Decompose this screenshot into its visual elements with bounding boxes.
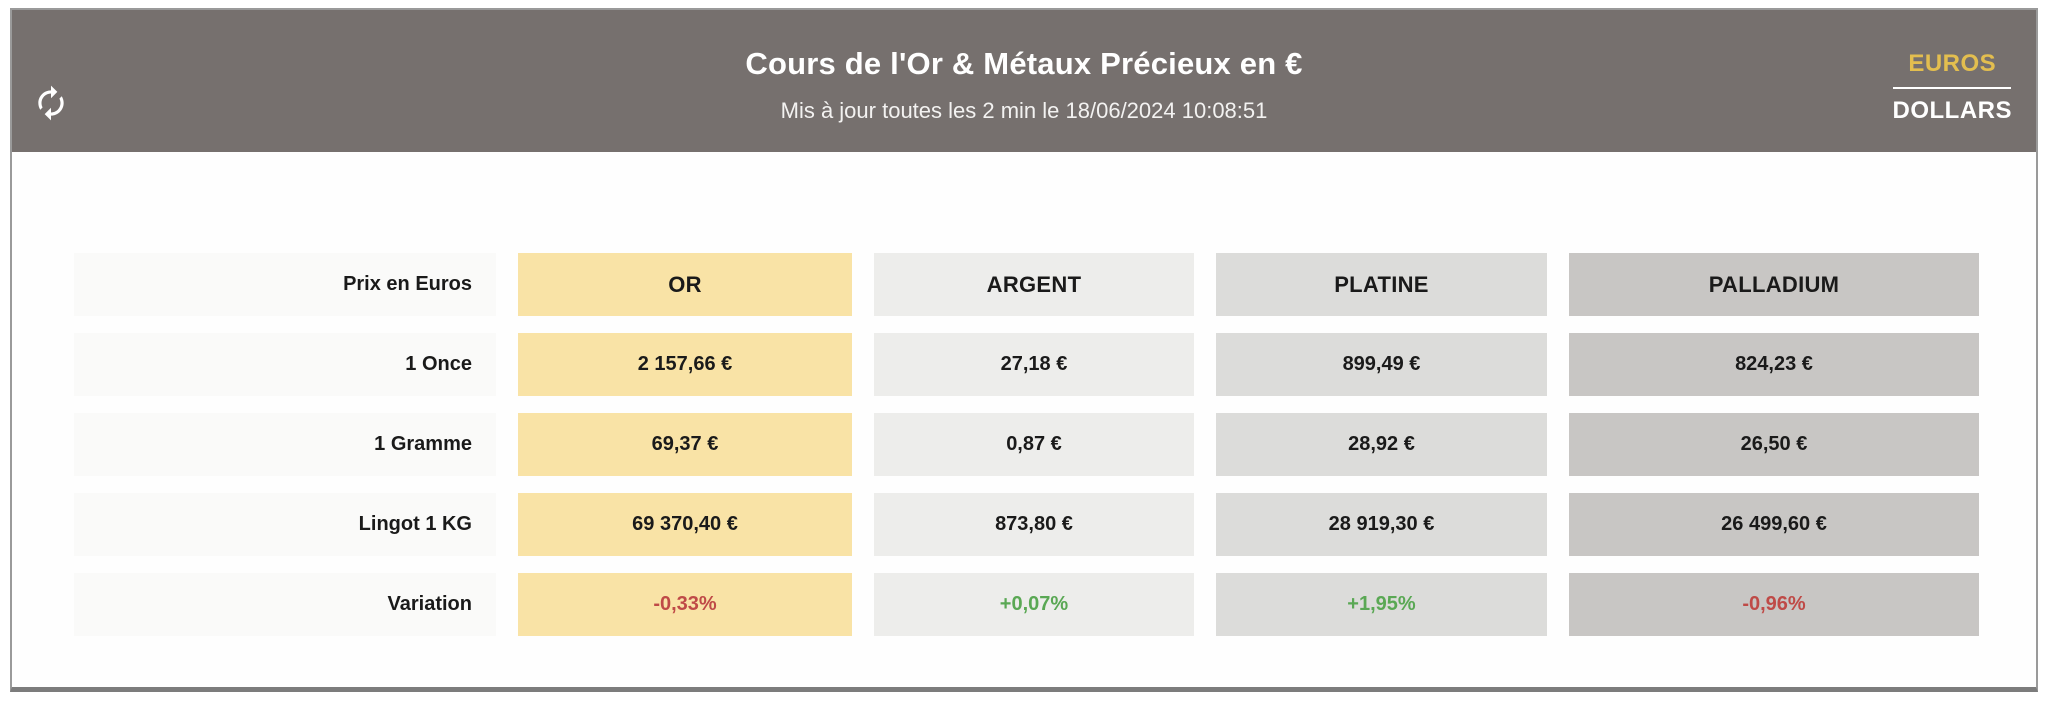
last-updated-text: Mis à jour toutes les 2 min le 18/06/202… [780,98,1268,123]
cell-platine-1-gramme: 28,92 € [1216,413,1547,476]
corner-header-prix-en-euros: Prix en Euros [74,253,496,316]
row-label-lingot-1-kg: Lingot 1 KG [74,493,496,556]
cell-or-lingot: 69 370,40 € [518,493,852,556]
currency-option-dollars[interactable]: DOLLARS [1892,97,2012,124]
cell-palladium-1-once: 824,23 € [1569,333,1979,396]
gold-price-widget: Cours de l'Or & Métaux Précieux en € Mis… [10,8,2038,692]
column-header-or: OR [518,253,852,316]
cell-argent-1-gramme: 0,87 € [874,413,1194,476]
row-label-1-once: 1 Once [74,333,496,396]
cell-platine-variation: +1,95% [1216,573,1547,636]
cell-palladium-lingot: 26 499,60 € [1569,493,1979,556]
column-header-platine: PLATINE [1216,253,1547,316]
cell-argent-1-once: 27,18 € [874,333,1194,396]
column-header-argent: ARGENT [874,253,1194,316]
cell-platine-1-once: 899,49 € [1216,333,1547,396]
cell-platine-lingot: 28 919,30 € [1216,493,1547,556]
row-label-1-gramme: 1 Gramme [74,413,496,476]
cell-palladium-1-gramme: 26,50 € [1569,413,1979,476]
cell-or-variation: -0,33% [518,573,852,636]
widget-header: Cours de l'Or & Métaux Précieux en € Mis… [12,10,2036,152]
currency-toggle: EUROS DOLLARS [1892,50,2013,125]
currency-option-euros[interactable]: EUROS [1893,50,2013,78]
column-header-palladium: PALLADIUM [1569,253,1979,316]
refresh-icon [32,84,70,122]
refresh-button[interactable] [32,84,70,122]
cell-argent-variation: +0,07% [874,573,1194,636]
cell-or-1-gramme: 69,37 € [518,413,852,476]
currency-divider [1892,87,2011,89]
cell-palladium-variation: -0,96% [1569,573,1979,636]
page-title: Cours de l'Or & Métaux Précieux en € [745,46,1303,81]
row-label-variation: Variation [74,573,496,636]
price-table-panel: Prix en Euros OR ARGENT PLATINE PALLADIU… [12,152,2036,636]
cell-argent-lingot: 873,80 € [874,493,1194,556]
price-table: Prix en Euros OR ARGENT PLATINE PALLADIU… [74,253,2036,636]
cell-or-1-once: 2 157,66 € [518,333,852,396]
